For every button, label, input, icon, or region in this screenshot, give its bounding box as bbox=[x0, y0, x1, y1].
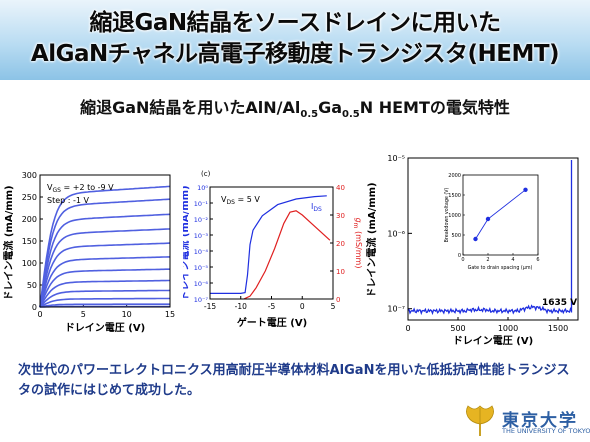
inset-x-tick-label: 4 bbox=[511, 257, 514, 263]
y-axis-label: ドレイン電流 (mA/mm) bbox=[2, 185, 15, 300]
y-tick-label: 10⁻² bbox=[194, 216, 209, 224]
leakage-curve bbox=[407, 160, 573, 316]
x-axis-label: ドレイン電圧 (V) bbox=[453, 335, 533, 347]
output-curve bbox=[39, 303, 170, 308]
y-tick-label: 10⁻⁶ bbox=[387, 229, 405, 238]
gm-curve bbox=[243, 210, 331, 300]
y-tick-label: 10⁻⁶ bbox=[194, 280, 209, 288]
y2-tick-label: 20 bbox=[336, 240, 345, 248]
inset-x-tick-label: 2 bbox=[486, 257, 489, 263]
title-line-2: AlGaNチャネル高電子移動度トランジスタ(HEMT) bbox=[30, 41, 560, 67]
inset-x-tick-label: 0 bbox=[461, 257, 464, 263]
inset-x-label: Gate to drain spacing (μm) bbox=[468, 265, 533, 271]
y-tick-label: 150 bbox=[22, 237, 37, 246]
y2-tick-label: 30 bbox=[336, 212, 345, 220]
y2-tick-label: 0 bbox=[336, 296, 340, 304]
plot-frame bbox=[39, 174, 171, 308]
x-axis-label: ゲート電圧 (V) bbox=[237, 316, 307, 329]
ids-label: IDS bbox=[311, 202, 322, 213]
output-curve bbox=[39, 297, 170, 308]
y-tick-label: 10⁻¹ bbox=[194, 200, 209, 208]
panel-label: (c) bbox=[201, 170, 211, 178]
x-tick-label: 15 bbox=[165, 310, 175, 319]
title-banner bbox=[0, 0, 590, 80]
y-tick-label: 10⁻⁷ bbox=[387, 305, 405, 314]
y-tick-label: 10⁰ bbox=[197, 184, 208, 192]
output-curve bbox=[39, 256, 170, 308]
output-curve bbox=[39, 268, 170, 308]
y2-tick-label: 40 bbox=[336, 184, 345, 192]
logo-name: 東京大学 bbox=[502, 411, 578, 431]
transfer-characteristics-chart: -15 -10 -5 0 510⁰10⁻¹10⁻²10⁻³10⁻⁴10⁻⁵10⁻⁶10⁻… bbox=[183, 170, 363, 329]
x-tick-label: 1000 bbox=[498, 324, 518, 333]
x-tick-label: 500 bbox=[450, 324, 465, 333]
ginkgo-leaf-icon bbox=[466, 405, 494, 436]
y-tick-label: 10⁻⁵ bbox=[194, 264, 209, 272]
subtitle-suffix: N HEMTの電気特性 bbox=[359, 98, 510, 117]
caption: 次世代のパワーエレクトロニクス用高耐圧半導体材料AlGaNを用いた低抵抗高性能ト… bbox=[18, 363, 570, 398]
inset-y-tick-label: 1000 bbox=[448, 213, 461, 219]
y2-axis-label: gm (mS/mm) bbox=[352, 218, 363, 269]
output-curve bbox=[39, 242, 171, 308]
step-annotation: Step : -1 V bbox=[47, 196, 90, 205]
x-tick-label: -15 bbox=[204, 302, 216, 311]
x-tick-label: 5 bbox=[331, 302, 336, 311]
inset-point bbox=[485, 216, 491, 222]
logo-subtitle: THE UNIVERSITY OF TOKYO bbox=[502, 427, 590, 435]
y-axis-label: ドレイン電流 (mA/mm) bbox=[365, 182, 378, 297]
inset-y-tick-label: 0 bbox=[458, 253, 461, 259]
y-tick-label: 10⁻³ bbox=[194, 232, 209, 240]
y-tick-label: 10⁻⁵ bbox=[387, 154, 405, 163]
x-tick-label: 0 bbox=[37, 310, 42, 319]
y-tick-label: 0 bbox=[32, 303, 37, 312]
inset-y-label: Breakdown voltage (V) bbox=[444, 187, 450, 242]
inset-y-tick-label: 1500 bbox=[448, 193, 461, 199]
output-curve bbox=[39, 279, 170, 308]
output-curve bbox=[39, 289, 171, 308]
vds-annotation: VDS = 5 V bbox=[221, 195, 260, 206]
y-tick-label: 300 bbox=[22, 171, 37, 180]
inset-y-tick-label: 500 bbox=[451, 233, 461, 239]
subtitle-mid: Ga bbox=[318, 98, 343, 117]
x-tick-label: 1500 bbox=[548, 324, 568, 333]
inset-frame bbox=[462, 174, 539, 256]
x-tick-label: 0 bbox=[405, 324, 410, 333]
output-curve bbox=[39, 228, 170, 308]
inset-point bbox=[473, 236, 478, 242]
x-tick-label: 10 bbox=[122, 310, 132, 319]
inset-y-tick-label: 2000 bbox=[448, 173, 461, 179]
y-tick-label: 100 bbox=[22, 259, 37, 268]
breakdown-label: 1635 V bbox=[542, 298, 577, 308]
y-axis-label: ドレイン電流 (mA/mm) bbox=[183, 185, 191, 300]
y2-tick-label: 10 bbox=[336, 268, 345, 276]
plot-frame bbox=[407, 157, 579, 321]
ids-curve bbox=[210, 195, 327, 294]
output-curve bbox=[39, 185, 171, 308]
university-logo: 東京大学 THE UNIVERSITY OF TOKYO bbox=[462, 403, 590, 439]
x-axis-label: ドレイン電圧 (V) bbox=[65, 322, 145, 334]
subtitle-sub2: 0.5 bbox=[342, 109, 360, 121]
subtitle-sub1: 0.5 bbox=[300, 109, 319, 121]
output-curve bbox=[39, 213, 171, 308]
x-tick-label: -5 bbox=[268, 302, 276, 311]
output-curve bbox=[39, 198, 171, 308]
subtitle: 縮退GaN結晶を用いたAlN/Al0.5Ga0.5N HEMTの電気特性 bbox=[0, 94, 590, 120]
y-tick-label: 200 bbox=[22, 215, 37, 224]
vgs-annotation: VGS = +2 to -9 V bbox=[47, 183, 114, 194]
inset-x-tick-label: 6 bbox=[536, 257, 539, 263]
plot-frame bbox=[209, 186, 334, 300]
y-tick-label: 10⁻⁴ bbox=[194, 248, 209, 256]
breakdown-chart: 0 500 1000 1500 10⁻⁵ 10⁻⁶ 10⁻⁷ 0 2 4 6 0 500 1000 150… bbox=[365, 154, 579, 347]
y-tick-label: 10⁻⁷ bbox=[194, 296, 209, 304]
title-line-1: 縮退GaN結晶をソースドレインに用いた bbox=[89, 10, 502, 36]
y-tick-label: 50 bbox=[27, 281, 37, 290]
x-tick-label: 5 bbox=[81, 310, 86, 319]
y-tick-label: 250 bbox=[22, 193, 37, 202]
subtitle-prefix: 縮退GaN結晶を用いたAlN/Al bbox=[80, 98, 301, 117]
x-tick-label: -10 bbox=[235, 302, 247, 311]
inset-point bbox=[523, 187, 528, 192]
x-tick-label: 0 bbox=[300, 302, 305, 311]
